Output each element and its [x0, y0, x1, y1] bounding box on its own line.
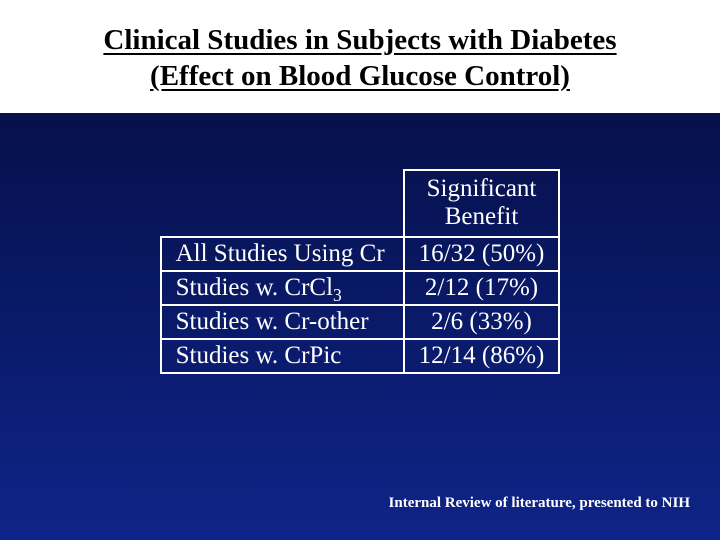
- table-row: Studies w. CrCl3 2/12 (17%): [161, 271, 560, 305]
- table-row: Studies w. CrPic 12/14 (86%): [161, 339, 560, 373]
- slide-title: Clinical Studies in Subjects with Diabet…: [40, 22, 680, 95]
- row-label-crpic: Studies w. CrPic: [161, 339, 404, 373]
- row-label-cr-other: Studies w. Cr-other: [161, 305, 404, 339]
- row-value-crcl3: 2/12 (17%): [404, 271, 560, 305]
- body-region: SignificantBenefit All Studies Using Cr …: [0, 113, 720, 540]
- row-value-all-cr: 16/32 (50%): [404, 237, 560, 271]
- row-label-all-cr: All Studies Using Cr: [161, 237, 404, 271]
- slide: Clinical Studies in Subjects with Diabet…: [0, 0, 720, 540]
- row-value-crpic: 12/14 (86%): [404, 339, 560, 373]
- row-label-crcl3: Studies w. CrCl3: [161, 271, 404, 305]
- table-header-benefit: SignificantBenefit: [404, 170, 560, 238]
- title-line-1: Clinical Studies in Subjects with Diabet…: [103, 24, 616, 56]
- table-header-row: SignificantBenefit: [161, 170, 560, 238]
- table-header-empty: [161, 170, 404, 238]
- title-region: Clinical Studies in Subjects with Diabet…: [0, 0, 720, 113]
- title-line-2: (Effect on Blood Glucose Control): [150, 60, 570, 92]
- row-value-cr-other: 2/6 (33%): [404, 305, 560, 339]
- table-row: Studies w. Cr-other 2/6 (33%): [161, 305, 560, 339]
- studies-table: SignificantBenefit All Studies Using Cr …: [160, 169, 561, 375]
- table-row: All Studies Using Cr 16/32 (50%): [161, 237, 560, 271]
- footer-note: Internal Review of literature, presented…: [389, 495, 690, 512]
